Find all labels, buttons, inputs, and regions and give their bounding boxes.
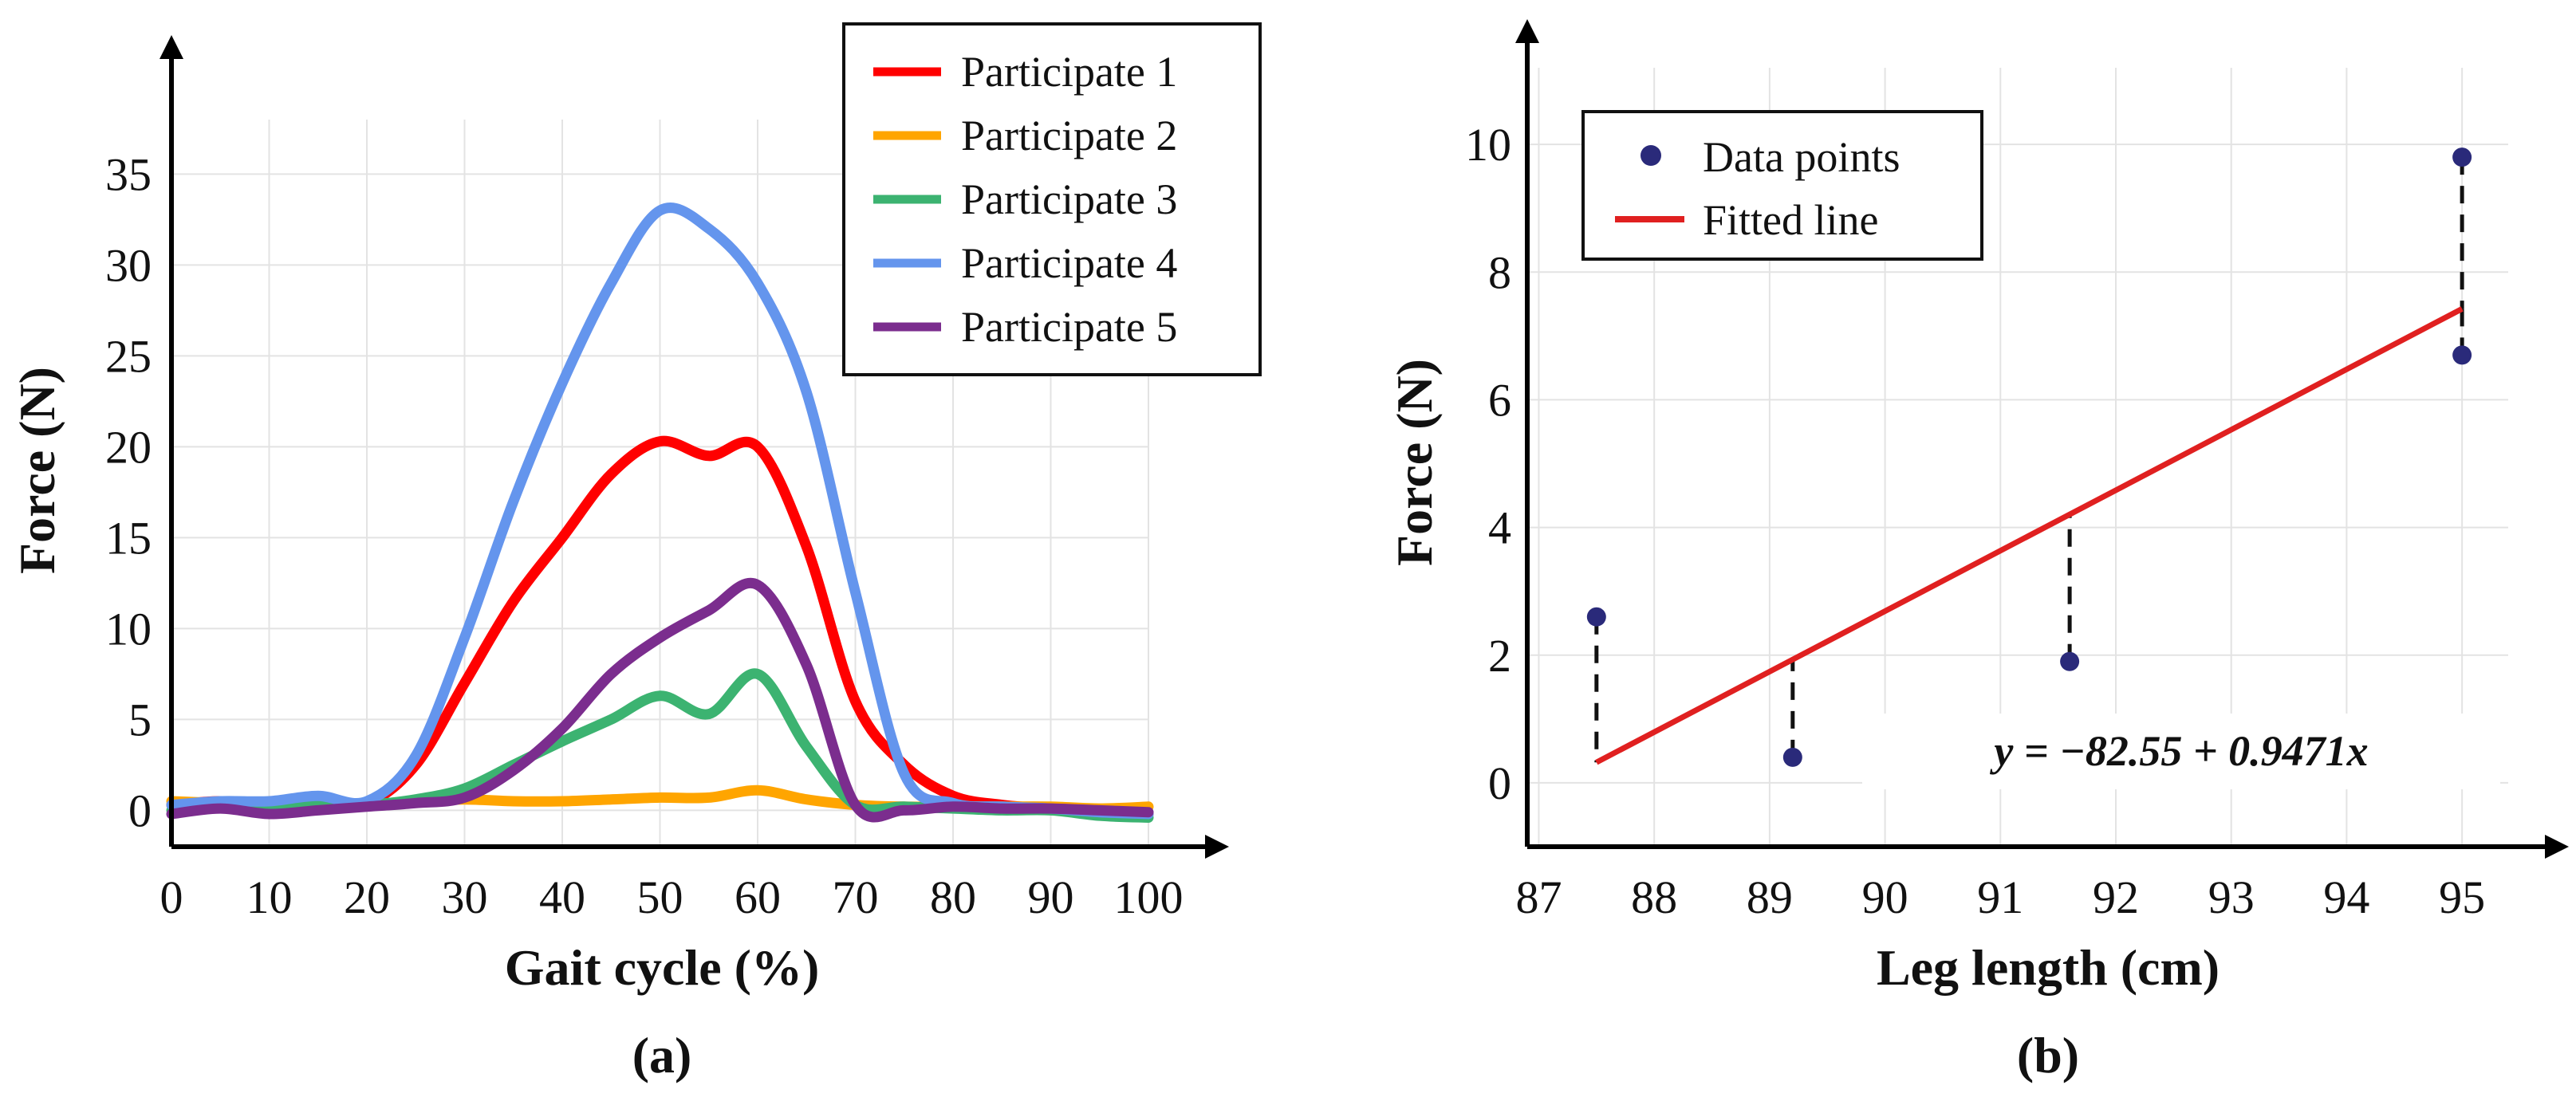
panel-a-y-tick-label: 35 (105, 148, 152, 200)
panel-a-y-tick-label: 10 (105, 603, 152, 655)
panel-b-data-point-4 (2452, 147, 2472, 167)
panel-b-legend-label-points: Data points (1703, 133, 1900, 181)
panel-a-x-tick-label: 100 (1114, 871, 1184, 923)
panel-b-x-tick-label: 91 (1977, 871, 2023, 923)
panel-a-label: (a) (632, 1027, 692, 1083)
panel-b-equation: y = −82.55 + 0.9471x (1989, 727, 2368, 775)
panel-b-legend-box (1581, 110, 1983, 261)
panel-b-x-tick-label: 93 (2208, 871, 2255, 923)
panel-b-x-ticks: 87 88 89 90 91 92 93 94 95 (1515, 871, 2485, 923)
panel-b-y-tick-label: 6 (1488, 374, 1511, 426)
panel-b-x-tick-label: 94 (2323, 871, 2369, 923)
panel-b-y-tick-label: 0 (1488, 757, 1511, 809)
panel-b-label: (b) (2017, 1027, 2079, 1083)
panel-a-legend-label-3: Participate 3 (961, 175, 1177, 223)
panel-a-series-group (166, 203, 1154, 823)
panel-b-data-point-3 (2060, 651, 2080, 671)
panel-a-x-tick-label: 0 (160, 871, 183, 923)
panel-a-legend: Participate 1 Participate 2 Participate 3 P… (842, 22, 1262, 376)
panel-b-data-point-1 (1586, 607, 1606, 627)
panel-a-x-tick-label: 50 (637, 871, 683, 923)
panel-a-legend-label-2: Participate 2 (961, 112, 1177, 159)
panel-b-x-tick-label: 88 (1631, 871, 1677, 923)
panel-a-x-tick-label: 80 (930, 871, 976, 923)
panel-b-axes (1515, 19, 2569, 859)
panel-b-x-tick-label: 90 (1862, 871, 1908, 923)
panel-b-legend-label-fit: Fitted line (1703, 196, 1878, 244)
panel-a-legend-label-5: Participate 5 (961, 303, 1177, 351)
panel-b-x-axis-label: Leg length (cm) (1877, 939, 2220, 996)
panel-a-y-tick-label: 30 (105, 239, 152, 291)
panel-a-x-tick-label: 70 (833, 871, 879, 923)
panel-b-legend-marker-points (1641, 145, 1661, 166)
panel-a-y-tick-label: 0 (128, 785, 152, 836)
panel-a-x-tick-label: 20 (344, 871, 390, 923)
panel-a-y-tick-label: 15 (105, 512, 152, 564)
panel-b-x-tick-label: 89 (1747, 871, 1793, 923)
panel-a-y-ticks: 0 5 10 15 20 25 30 35 (105, 148, 152, 836)
panel-b-x-tick-label: 95 (2439, 871, 2485, 923)
panel-a-y-axis-label: Force (N) (9, 367, 65, 574)
panel-b-y-tick-label: 10 (1465, 119, 1511, 171)
panel-b-x-tick-label: 92 (2093, 871, 2139, 923)
panel-a-x-ticks: 0 10 20 30 40 50 60 70 80 90 100 (160, 871, 1184, 923)
panel-a-legend-label-4: Participate 4 (961, 239, 1177, 287)
panel-b-data-point-5 (2452, 345, 2472, 365)
panel-b-y-axis-label: Force (N) (1386, 359, 1443, 566)
panel-a-x-tick-label: 40 (539, 871, 585, 923)
panel-a-x-tick-label: 60 (735, 871, 781, 923)
panel-b-x-tick-label: 87 (1515, 871, 1562, 923)
panel-b-chart: 87 88 89 90 91 92 93 94 95 0 2 4 6 8 10 y = −82.55 + … (1386, 19, 2569, 1083)
panel-a-legend-label-1: Participate 1 (961, 48, 1177, 96)
panel-b-data-point-2 (1782, 747, 1802, 767)
panel-b-points (1586, 147, 2472, 767)
panel-b-fit-group (1595, 306, 2464, 765)
panel-a-x-tick-label: 90 (1028, 871, 1074, 923)
panel-a-y-tick-label: 20 (105, 421, 152, 473)
panel-a-x-tick-label: 10 (246, 871, 293, 923)
panel-b-equation-box (1862, 714, 2500, 789)
panel-a-axes (160, 35, 1229, 859)
panel-b-y-tick-label: 2 (1488, 630, 1511, 682)
panel-b-y-ticks: 0 2 4 6 8 10 (1465, 119, 1511, 809)
panel-a-chart: 0 10 20 30 40 50 60 70 80 90 100 0 5 10 15 20 25 30 35 Ga… (9, 22, 1262, 1083)
panel-a-y-tick-label: 25 (105, 330, 152, 382)
panel-a-x-tick-label: 30 (442, 871, 488, 923)
panel-a-series-line-5 (166, 578, 1154, 823)
panel-b-y-tick-label: 8 (1488, 246, 1511, 298)
panel-a-y-tick-label: 5 (128, 694, 152, 745)
panel-b-legend: Data points Fitted line (1581, 110, 1983, 261)
panel-b-y-tick-label: 4 (1488, 502, 1511, 554)
panel-b-fitted-line (1595, 306, 2464, 765)
panel-a-x-axis-label: Gait cycle (%) (505, 939, 820, 996)
